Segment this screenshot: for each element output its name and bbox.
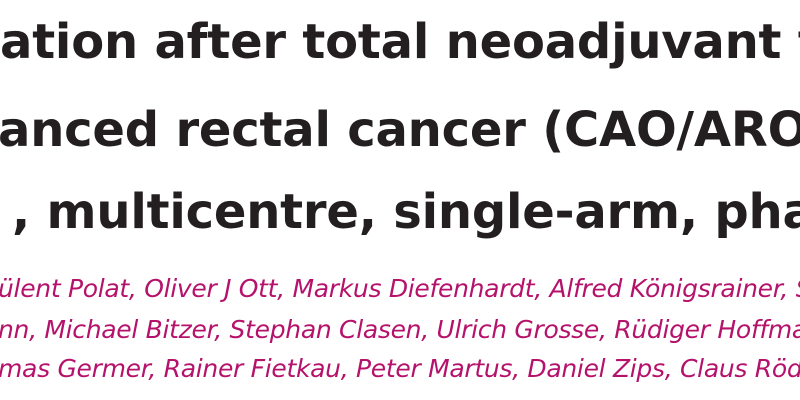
article-title-line-3: , multicentre, single-arm, phase [12,184,800,240]
author-list-line-1: ülent Polat, Oliver J Ott, Markus Diefen… [0,274,800,303]
author-list-line-3: mas Germer, Rainer Fietkau, Peter Martus… [0,354,800,383]
article-title-line-1: ation after total neoadjuvant th [0,14,800,70]
author-list-line-2: nn, Michael Bitzer, Stephan Clasen, Ulri… [0,315,800,344]
article-title-line-2: anced rectal cancer (CAO/ARO/A [0,102,800,158]
